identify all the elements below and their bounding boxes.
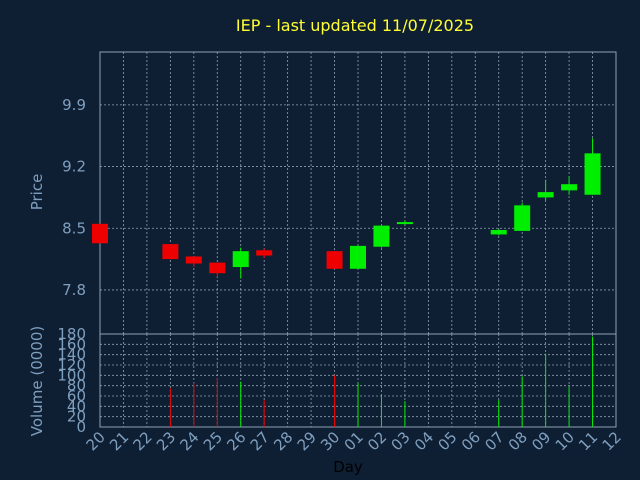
price-tick-label: 9.9 [62,96,86,114]
volume-tick-label: 160 [57,335,86,353]
chart-title: IEP - last updated 11/07/2025 [236,16,474,35]
volume-tick-label: 100 [57,366,86,384]
x-axis-label: Day [333,458,363,476]
price-axis-label: Price [28,174,46,211]
volume-tick-label: 20 [67,408,86,426]
volume-tick-label: 0 [76,418,86,436]
candle-body [256,250,273,256]
x-tick-label: 04 [411,428,437,454]
candle-body [209,262,226,274]
x-tick-label: 27 [247,428,273,454]
candle-body [490,230,507,235]
x-tick-label: 08 [505,428,531,454]
candle-body [326,251,343,269]
volume-tick-label: 140 [57,346,86,364]
volume-tick-label: 120 [57,356,86,374]
x-tick-label: 05 [434,428,460,454]
candle-body [350,245,366,269]
candle-body [584,153,601,195]
candle-body [561,184,578,191]
candle-body [373,225,390,247]
x-tick-label: 07 [481,428,507,454]
x-tick-label: 03 [388,428,414,454]
x-tick-label: 02 [364,428,390,454]
volume-tick-label: 80 [67,377,86,395]
x-tick-label: 24 [176,428,202,454]
x-tick-label: 12 [599,428,625,454]
x-axis: 2021222324252627282930010203040506070809… [83,428,625,454]
candle-body [92,223,108,244]
volume-tick-label: 180 [57,325,86,343]
x-tick-label: 26 [223,428,249,454]
x-tick-label: 30 [317,428,343,454]
volume-axis-label: Volume (0000) [28,326,46,436]
x-tick-label: 10 [552,428,578,454]
price-tick-label: 7.8 [62,281,86,299]
x-tick-label: 25 [200,428,226,454]
x-tick-label: 21 [106,428,132,454]
x-tick-label: 22 [130,428,156,454]
x-tick-label: 09 [528,428,554,454]
x-tick-label: 06 [458,428,484,454]
price-tick-label: 8.5 [62,219,86,237]
price-tick-label: 9.2 [62,158,86,176]
candle-body [162,244,179,260]
x-tick-label: 20 [83,428,109,454]
price-panel: 7.8 8.5 9.2 9.9 [62,51,617,335]
x-tick-label: 28 [270,428,296,454]
x-tick-label: 29 [294,428,320,454]
x-tick-label: 11 [575,428,601,454]
x-tick-label: 23 [153,428,179,454]
candle-body [185,256,202,264]
candle-body [232,251,249,268]
candle-body [514,205,531,231]
candle-body [396,222,413,225]
x-tick-label: 01 [341,428,367,454]
volume-tick-label: 40 [67,397,86,415]
volume-tick-label: 60 [67,387,86,405]
candle-body [537,192,554,198]
